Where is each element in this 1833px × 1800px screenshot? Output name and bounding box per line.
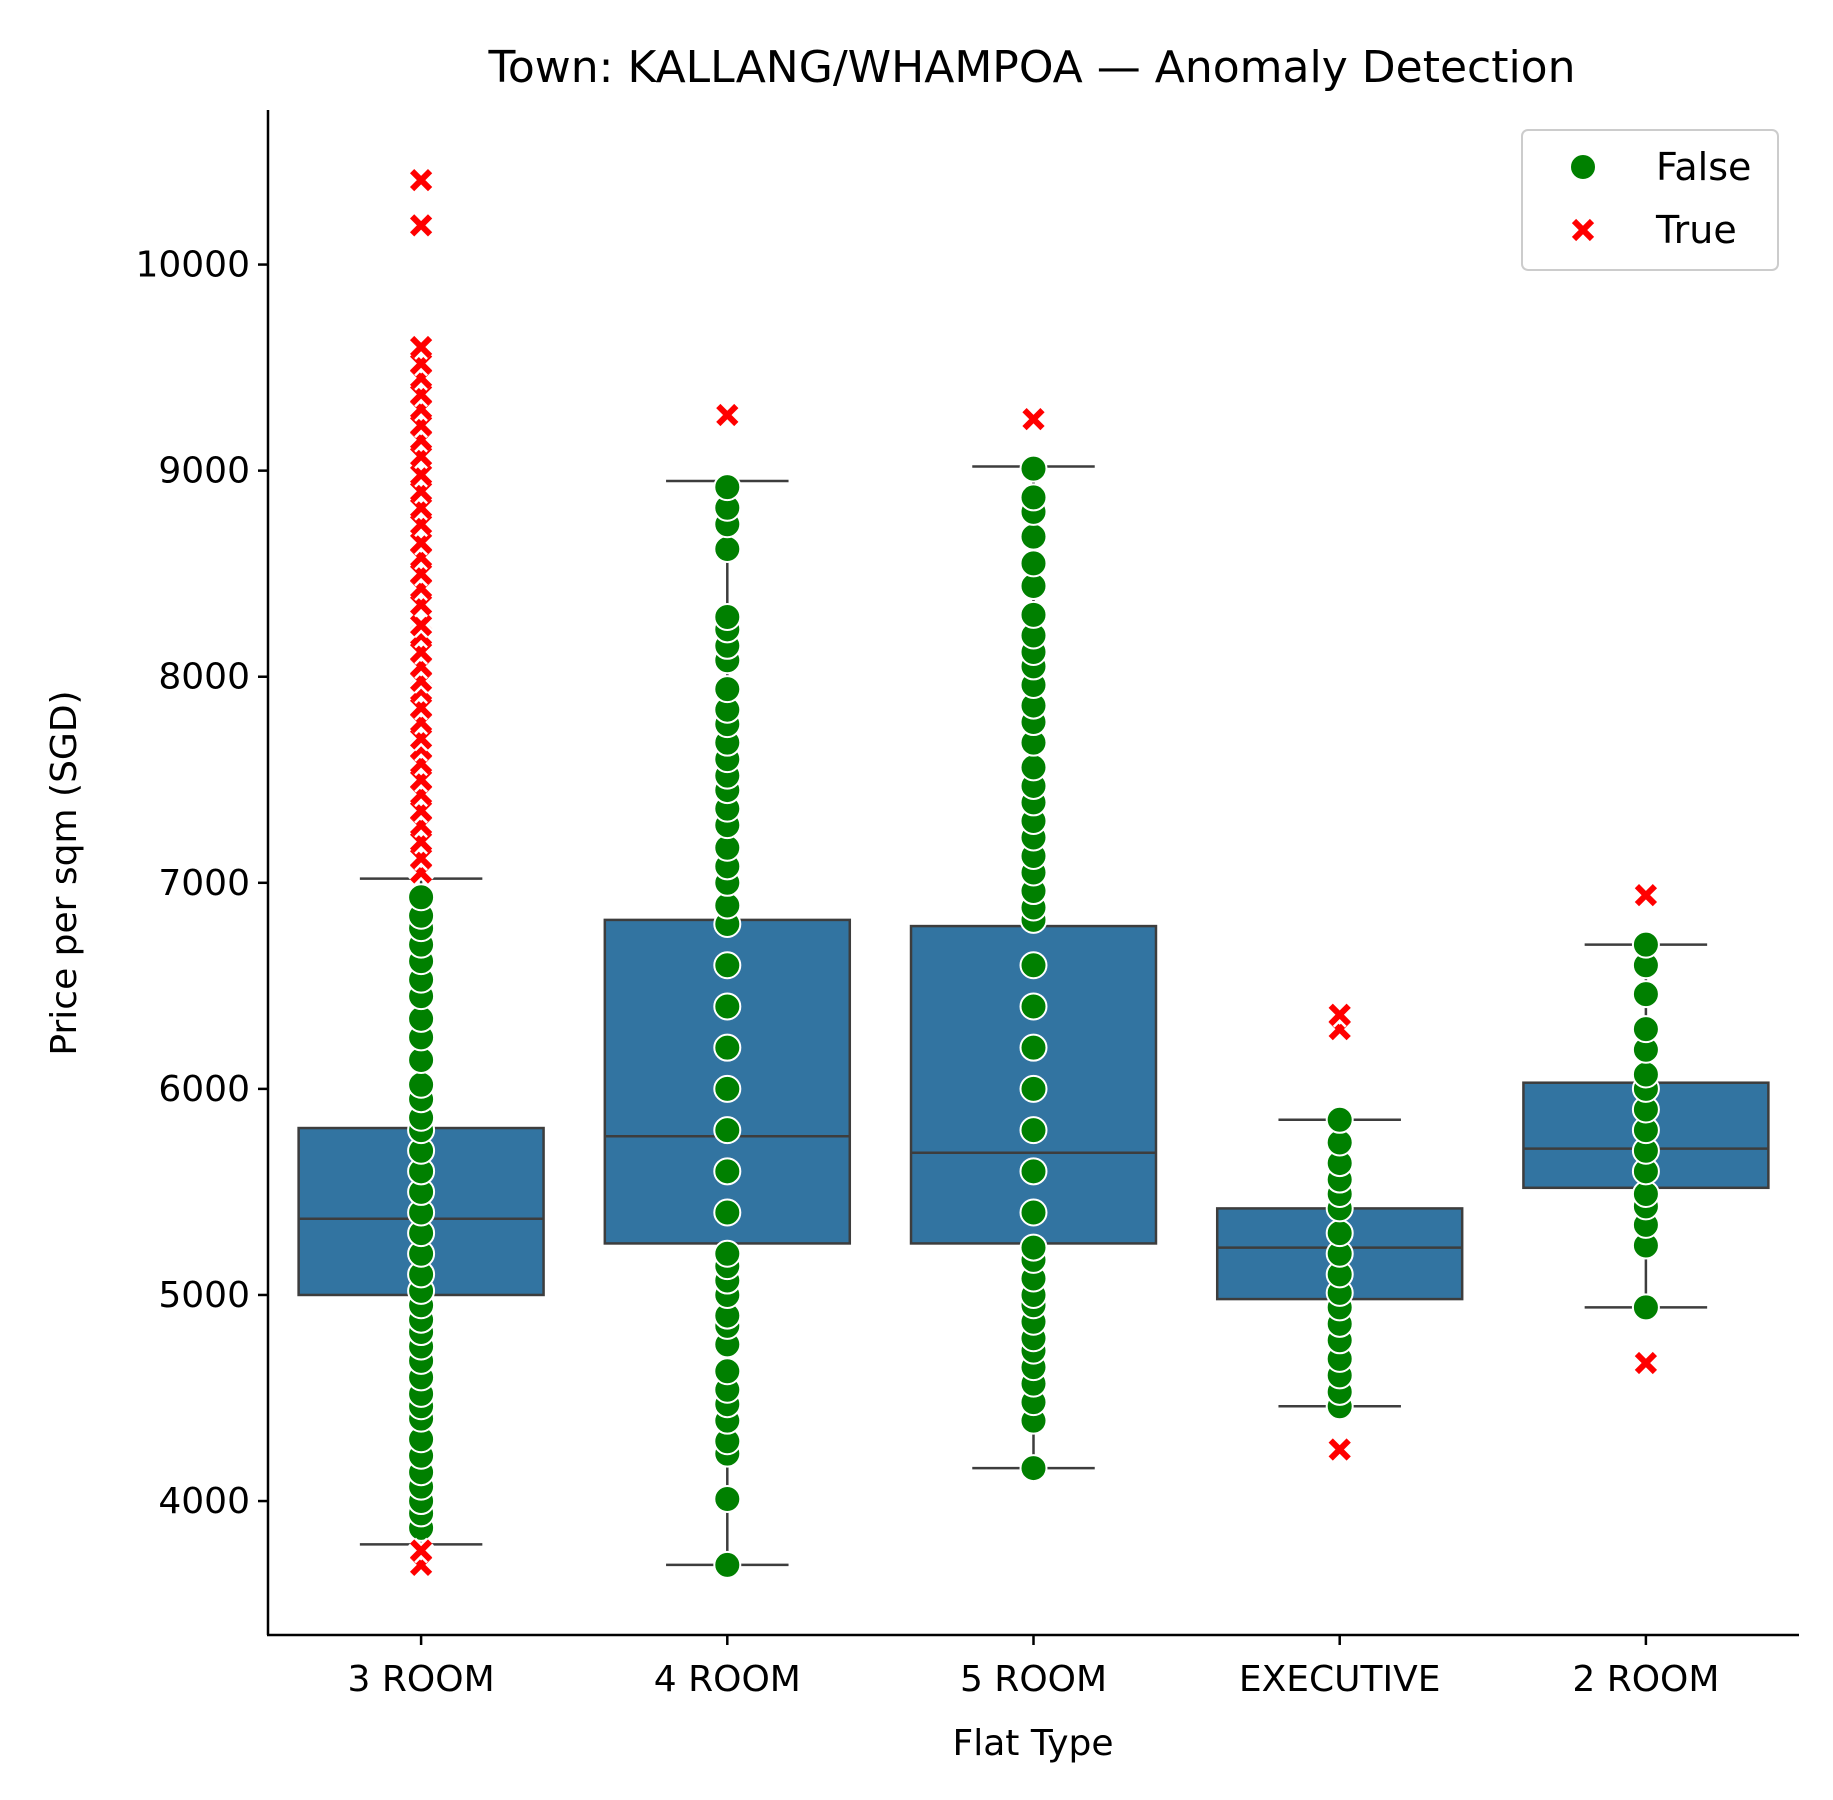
normal-point [713, 1033, 742, 1062]
anomaly-point [409, 335, 433, 359]
normal-point [713, 534, 742, 563]
normal-point [713, 1239, 742, 1268]
normal-point [407, 1070, 436, 1099]
anomaly-point [409, 531, 433, 554]
normal-point [713, 1357, 742, 1386]
normal-point [713, 1116, 742, 1145]
normal-point [1019, 1116, 1048, 1145]
normal-point [713, 1074, 742, 1103]
y-tick-label: 4000 [158, 1481, 250, 1522]
y-tick-label: 5000 [158, 1275, 250, 1316]
normal-points-4-room [713, 473, 742, 1579]
x-tick-label: EXECUTIVE [1239, 1659, 1441, 1700]
normal-points-3-room [407, 883, 436, 1542]
legend-marker-normal [1569, 153, 1597, 181]
y-tick-label: 7000 [158, 863, 250, 904]
normal-point [713, 1484, 742, 1513]
normal-point [713, 1157, 742, 1186]
normal-points-5-room [1019, 454, 1048, 1483]
normal-point [1019, 1454, 1048, 1483]
legend-label-true: True [1655, 208, 1737, 252]
anomaly-point [409, 214, 433, 237]
anomaly-point [1634, 884, 1658, 907]
anomaly-point [1022, 408, 1045, 431]
normal-point [713, 992, 742, 1021]
normal-points-executive [1325, 1105, 1354, 1421]
legend: False True [1521, 129, 1779, 271]
normal-point [1631, 1060, 1660, 1089]
x-tick-label: 4 ROOM [654, 1659, 801, 1700]
normal-point [713, 1550, 742, 1579]
anomaly-point [409, 614, 433, 637]
normal-point [1019, 1233, 1048, 1262]
normal-point [1631, 1293, 1660, 1322]
y-tick-label: 8000 [158, 657, 250, 698]
anomaly-point [716, 403, 739, 427]
x-tick-label: 2 ROOM [1572, 1659, 1719, 1700]
anomaly-point [1634, 1351, 1658, 1375]
legend-marker-anomaly [1571, 218, 1595, 242]
normal-point [713, 675, 742, 704]
normal-point [1019, 1074, 1048, 1103]
y-tick-label: 6000 [158, 1069, 250, 1110]
normal-point [1019, 951, 1048, 980]
anomaly-points-2-room [1633, 882, 1659, 1376]
anomaly-point [1328, 1003, 1351, 1026]
normal-points-2-room [1631, 930, 1660, 1322]
normal-point [713, 473, 742, 502]
normal-point [407, 883, 436, 912]
y-tick-label: 9000 [158, 451, 250, 492]
normal-point [1019, 753, 1048, 782]
anomaly-points-3-room [408, 167, 434, 1578]
anomaly-points-executive [1326, 1001, 1353, 1463]
normal-point [1019, 522, 1048, 551]
normal-point [1019, 549, 1048, 578]
anomaly-points-5-room [1020, 406, 1047, 433]
normal-point [1631, 1015, 1660, 1044]
y-axis-label: Price per sqm (SGD) [44, 690, 85, 1055]
normal-point [1019, 1033, 1048, 1062]
y-axis-ticks: 4000 5000 6000 7000 8000 9000 10000 [135, 245, 268, 1522]
chart-title: Town: KALLANG/WHAMPOA — Anomaly Detectio… [487, 42, 1575, 93]
anomaly-point [409, 168, 433, 192]
legend-label-false: False [1656, 145, 1751, 189]
anomaly-point [409, 463, 433, 486]
x-tick-label: 5 ROOM [960, 1659, 1107, 1700]
normal-point [1019, 1157, 1048, 1186]
normal-point [1325, 1105, 1354, 1134]
normal-point [713, 1198, 742, 1227]
x-tick-label: 3 ROOM [348, 1659, 495, 1700]
normal-point [713, 602, 742, 631]
normal-point [1019, 483, 1048, 512]
normal-point [1019, 992, 1048, 1021]
normal-point [1325, 1219, 1354, 1248]
y-tick-label: 10000 [135, 245, 250, 286]
anomaly-point [409, 1539, 433, 1562]
anomaly-points-4-room [714, 402, 741, 428]
x-axis-label: Flat Type [952, 1723, 1113, 1764]
x-axis-ticks: 3 ROOM 4 ROOM 5 ROOM EXECUTIVE 2 ROOM [348, 1635, 1719, 1700]
anomaly-point [1328, 1438, 1351, 1461]
normal-point [1019, 600, 1048, 629]
normal-point [1631, 930, 1660, 959]
normal-point [1019, 1198, 1048, 1227]
plot-area [297, 167, 1770, 1579]
normal-point [1631, 980, 1660, 1009]
normal-point [713, 951, 742, 980]
normal-point [1019, 454, 1048, 483]
